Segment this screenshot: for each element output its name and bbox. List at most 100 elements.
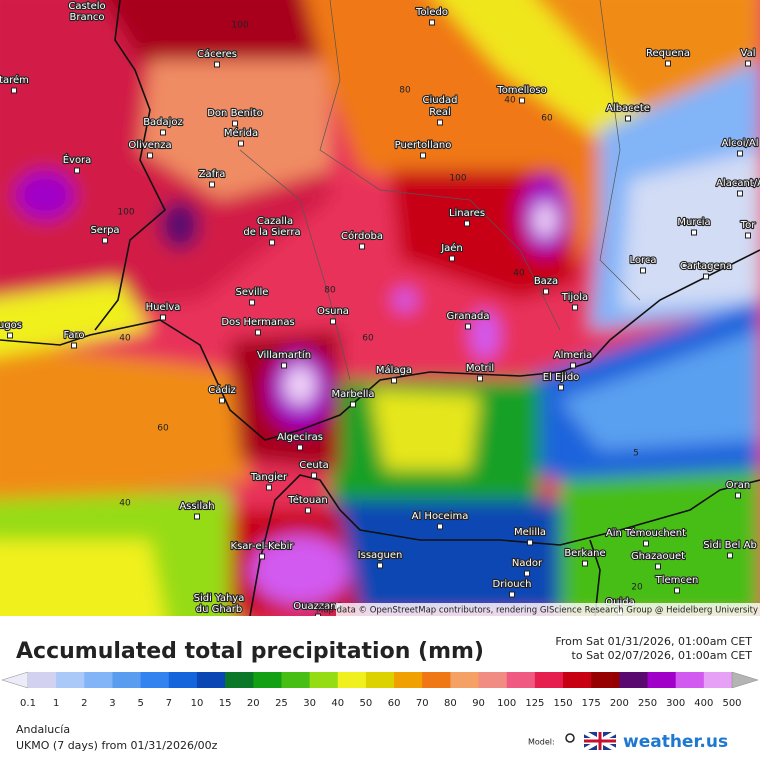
attribution: Map data © OpenStreetMap contributors, r…	[316, 606, 758, 616]
city-label: Tlemcen	[655, 575, 699, 586]
city-label: Alcoi/Al	[721, 138, 758, 149]
city-label: Castelo	[68, 1, 105, 12]
legend-swatch	[365, 672, 395, 688]
city-label: Algeciras	[277, 432, 323, 443]
legend-tick-label: 80	[444, 698, 457, 709]
city-dot	[745, 232, 751, 239]
city-label: Sidi Yahya	[194, 593, 245, 604]
city-label: El Ejido	[543, 372, 580, 383]
legend-tick-label: 70	[416, 698, 429, 709]
city-dot	[359, 243, 365, 250]
city-label: Cádiz	[208, 384, 236, 396]
legend-swatch	[703, 672, 733, 688]
legend-tick-label: 60	[388, 698, 401, 709]
city-dot	[449, 255, 455, 262]
city-label: Jaén	[440, 242, 463, 254]
legend-swatch	[168, 672, 198, 688]
legend-tick-label: 150	[553, 698, 572, 709]
city-label: Albacete	[606, 103, 650, 114]
city-label: Tétouan	[287, 494, 327, 506]
city-dot	[377, 562, 383, 569]
legend-tick-label: 30	[303, 698, 316, 709]
city-dot	[655, 563, 661, 570]
contour-label: 80	[324, 286, 336, 296]
legend-tick-label: 2	[81, 698, 87, 709]
city-dot	[7, 332, 13, 339]
city-dot	[437, 523, 443, 530]
city-label: Berkane	[564, 548, 605, 559]
contour-label: 40	[504, 96, 516, 106]
date-from: From Sat 01/31/2026, 01:00am CET	[555, 635, 752, 648]
legend-swatch	[394, 672, 423, 688]
city-dot	[391, 377, 397, 384]
attribution-bg	[336, 603, 760, 616]
city-label: Cazalla	[257, 216, 293, 227]
legend-tick-label: 7	[166, 698, 172, 709]
city-label: Nador	[512, 558, 543, 569]
legend-tick-label: 250	[638, 698, 657, 709]
colorbar: 0.1 1 2 3 5 7 10 15 20 25 30 40 50 60 70 80 90 100 125 150 1…	[1, 671, 759, 709]
city-label: Marbella	[331, 389, 374, 400]
contour-label: 40	[119, 334, 131, 344]
legend-tick-label: 20	[247, 698, 260, 709]
model-icon	[565, 733, 575, 743]
legend-swatch	[140, 672, 170, 688]
city-label: Issaguen	[358, 550, 403, 561]
legend-swatch	[506, 672, 536, 688]
legend-swatch	[56, 672, 85, 688]
contour-label: 100	[231, 21, 248, 31]
city-dot	[735, 492, 741, 499]
city-dot	[297, 444, 303, 451]
legend-swatch	[422, 672, 451, 688]
legend-swatch	[563, 672, 592, 688]
contour-label: 100	[449, 174, 466, 184]
legend-swatch	[337, 672, 367, 688]
city-label: Tomelloso	[496, 85, 546, 96]
uk-flag	[583, 730, 617, 752]
city-dot	[259, 553, 265, 560]
city-label: Driouch	[493, 579, 532, 590]
legend-tick-label: 10	[191, 698, 204, 709]
contour-label: 80	[399, 86, 411, 96]
city-dot	[582, 560, 588, 567]
brand[interactable]: weather.us	[623, 732, 728, 752]
city-label: Puertollano	[395, 140, 452, 151]
city-label: Al Hoceima	[412, 511, 469, 522]
city-dot	[74, 167, 80, 174]
city-label: Oran	[726, 480, 750, 491]
city-label: Cartagena	[680, 261, 732, 272]
city-dot	[691, 229, 697, 236]
city-label: ugos	[0, 320, 22, 331]
legend-arrow-high	[731, 671, 759, 689]
city-label: Branco	[69, 12, 104, 23]
city-label: Badajoz	[143, 117, 183, 128]
city-label: Málaga	[376, 364, 412, 376]
contour-label: 100	[117, 208, 134, 218]
city-dot	[255, 329, 261, 336]
legend-tick-label: 200	[610, 698, 629, 709]
legend-swatch	[281, 672, 311, 688]
contour-label: 5	[633, 449, 639, 459]
city-dot	[249, 299, 255, 306]
city-dot	[330, 318, 336, 325]
city-label: Cáceres	[197, 48, 237, 60]
city-dot	[558, 384, 564, 391]
city-dot	[194, 513, 200, 520]
city-dot	[625, 115, 631, 122]
legend-tick-label: 90	[472, 698, 485, 709]
city-label: Villamartín	[257, 349, 311, 361]
city-label: Ceuta	[299, 460, 329, 471]
city-dot	[737, 150, 743, 157]
city-dot	[269, 239, 275, 246]
legend-swatch	[591, 672, 620, 688]
city-label: Serpa	[90, 225, 119, 236]
city-dot	[11, 87, 17, 94]
city-dot	[665, 60, 671, 67]
legend-tick-label: 15	[219, 698, 232, 709]
city-label: Val	[741, 48, 756, 59]
city-label: Ciudad	[423, 95, 458, 106]
city-label: Zafra	[199, 169, 226, 180]
legend-tick-label: 25	[275, 698, 288, 709]
